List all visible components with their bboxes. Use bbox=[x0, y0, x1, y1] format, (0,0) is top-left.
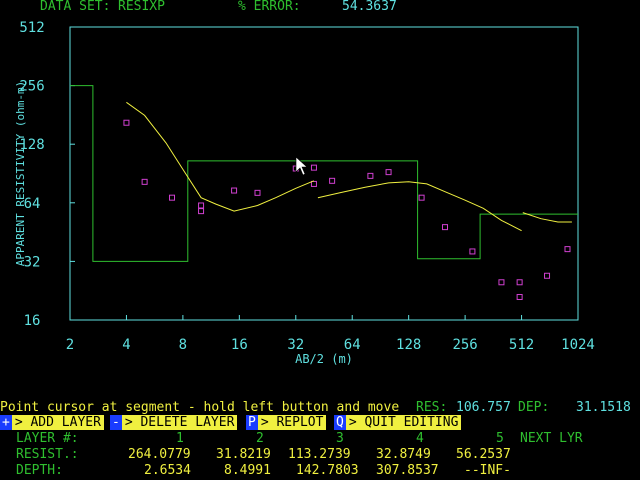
error-value: 54.3637 bbox=[342, 0, 397, 14]
observed-data-point bbox=[310, 164, 317, 171]
y-tick-label: 16 bbox=[24, 313, 41, 329]
delete-layer-key: - bbox=[110, 415, 122, 430]
layer-number-3: 3 bbox=[336, 431, 344, 446]
layer-number-5: 5 bbox=[496, 431, 504, 446]
observed-data-point bbox=[516, 279, 523, 286]
x-axis-label: AB/2 (m) bbox=[295, 352, 353, 366]
dep-value: 31.1518 bbox=[576, 400, 631, 415]
x-tick-label: 512 bbox=[509, 337, 534, 353]
calculated-curve bbox=[126, 101, 315, 212]
x-tick-label: 256 bbox=[452, 337, 477, 353]
observed-data-point bbox=[544, 272, 551, 279]
resistivity-chart[interactable]: 2 4 8 16 32 64 128 256 512 1024 512 256 128 64 32 16 AB/… bbox=[0, 0, 640, 400]
dataset-value: RESIXP bbox=[118, 0, 165, 14]
calculated-curve bbox=[522, 212, 572, 223]
resist-value-3[interactable]: 113.2739 bbox=[288, 447, 351, 462]
y-tick-label: 32 bbox=[24, 254, 41, 270]
observed-data-point bbox=[310, 180, 317, 187]
observed-data-point bbox=[198, 202, 205, 209]
observed-data-point bbox=[198, 208, 205, 215]
observed-data-point bbox=[385, 169, 392, 176]
observed-data-point bbox=[169, 194, 176, 201]
depth-label: DEPTH: bbox=[16, 463, 63, 478]
observed-data-point bbox=[231, 187, 238, 194]
y-tick-label: 256 bbox=[19, 79, 44, 95]
resist-label: RESIST.: bbox=[16, 447, 79, 462]
error-label: % ERROR: bbox=[238, 0, 301, 14]
res-value: 106.757 bbox=[456, 400, 511, 415]
x-tick-label: 128 bbox=[396, 337, 421, 353]
plot-frame bbox=[69, 26, 579, 321]
resist-value-5[interactable]: 56.2537 bbox=[456, 447, 511, 462]
observed-data-point bbox=[329, 177, 336, 184]
layer-number-2: 2 bbox=[256, 431, 264, 446]
observed-data-point bbox=[469, 248, 476, 255]
observed-data-point bbox=[123, 119, 130, 126]
quit-editing-button[interactable]: Q > QUIT EDITING bbox=[334, 415, 462, 430]
y-tick-label: 64 bbox=[24, 196, 41, 212]
observed-data-point bbox=[418, 194, 425, 201]
quit-editing-key: Q bbox=[334, 415, 346, 430]
next-layer-button[interactable]: NEXT LYR bbox=[520, 431, 583, 446]
depth-value-4[interactable]: 307.8537 bbox=[376, 463, 439, 478]
x-tick-label: 16 bbox=[231, 337, 248, 353]
x-tick-label: 64 bbox=[344, 337, 361, 353]
y-tick-label: 128 bbox=[19, 137, 44, 153]
layer-number-4: 4 bbox=[416, 431, 424, 446]
status-message: Point cursor at segment - hold left butt… bbox=[0, 400, 400, 415]
observed-data-point bbox=[442, 224, 449, 231]
mouse-cursor-icon bbox=[295, 156, 308, 176]
layer-number-1: 1 bbox=[176, 431, 184, 446]
resist-value-1[interactable]: 264.0779 bbox=[128, 447, 191, 462]
observed-data-point bbox=[564, 246, 571, 253]
observed-data-point bbox=[516, 294, 523, 301]
resist-value-2[interactable]: 31.8219 bbox=[216, 447, 271, 462]
observed-data-point bbox=[141, 178, 148, 185]
x-tick-label: 4 bbox=[122, 337, 130, 353]
add-layer-label: > ADD LAYER bbox=[11, 415, 104, 430]
replot-label: > REPLOT bbox=[257, 415, 327, 430]
layer-model-line bbox=[70, 85, 578, 262]
replot-key: P bbox=[246, 415, 258, 430]
resist-value-4[interactable]: 32.8749 bbox=[376, 447, 431, 462]
depth-value-2[interactable]: 8.4991 bbox=[224, 463, 271, 478]
depth-value-3[interactable]: 142.7803 bbox=[296, 463, 359, 478]
dataset-label: DATA SET: bbox=[40, 0, 111, 14]
x-tick-label: 8 bbox=[179, 337, 187, 353]
observed-data-point bbox=[367, 172, 374, 179]
x-tick-label: 32 bbox=[287, 337, 304, 353]
add-layer-button[interactable]: + > ADD LAYER bbox=[0, 415, 104, 430]
quit-editing-label: > QUIT EDITING bbox=[345, 415, 462, 430]
depth-value-5[interactable]: --INF- bbox=[464, 463, 511, 478]
add-layer-key: + bbox=[0, 415, 12, 430]
depth-value-1[interactable]: 2.6534 bbox=[144, 463, 191, 478]
res-label: RES: bbox=[416, 400, 448, 415]
delete-layer-button[interactable]: - > DELETE LAYER bbox=[110, 415, 238, 430]
observed-data-point bbox=[498, 279, 505, 286]
delete-layer-label: > DELETE LAYER bbox=[121, 415, 238, 430]
observed-data-point bbox=[254, 189, 261, 196]
x-tick-label: 1024 bbox=[561, 337, 595, 353]
y-tick-label: 512 bbox=[19, 20, 44, 36]
y-axis-label: APPARENT RESISTIVITY (ohm-m) bbox=[14, 81, 27, 266]
replot-button[interactable]: P > REPLOT bbox=[246, 415, 327, 430]
layer-number-label: LAYER #: bbox=[16, 431, 79, 446]
x-tick-label: 2 bbox=[66, 337, 74, 353]
dep-label: DEP: bbox=[518, 400, 550, 415]
calculated-curve bbox=[317, 181, 522, 232]
